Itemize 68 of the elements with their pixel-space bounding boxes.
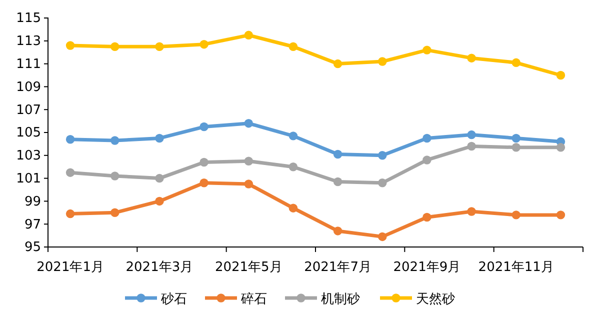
point [467,54,476,62]
point [200,122,208,132]
x-tick-label: 2021年5月 [214,260,282,275]
point [556,143,566,152]
point [66,168,75,177]
y-tick-label: 111 [16,56,41,72]
y-tick-label: 105 [16,126,41,141]
point [378,151,387,160]
point [512,134,520,143]
point [467,130,476,140]
point [155,134,164,143]
point [378,178,387,188]
x-tick-label: 2021年11月 [478,260,554,275]
point [288,162,298,172]
y-tick-label: 97 [24,217,41,232]
point [512,58,520,68]
point [110,172,120,180]
point [244,30,253,40]
point [155,42,164,51]
point [110,136,120,145]
point [467,142,476,151]
point [422,134,432,143]
x-tick-label: 2021年1月 [36,260,104,275]
point [333,177,342,186]
point [200,158,208,167]
point [66,41,75,50]
point [110,208,120,218]
y-tick-label: 99 [24,194,41,210]
legend-label: 碎石 [240,292,267,307]
point [333,150,342,159]
point [467,207,476,216]
point [244,156,253,166]
point [333,226,342,236]
point [556,210,566,220]
point [110,42,120,51]
point [512,143,520,152]
point [200,178,208,188]
legend-label: 天然砂 [416,292,455,307]
x-tick-label: 2021年7月 [304,260,372,275]
y-tick-label: 107 [16,102,41,118]
y-tick-label: 103 [16,148,41,164]
y-tick-label: 113 [16,34,41,50]
point [333,59,342,68]
x-tick-label: 2021年9月 [393,260,461,275]
point [422,156,432,164]
point [422,46,432,54]
point [155,196,164,206]
y-tick-label: 95 [24,240,41,256]
x-tick-label: 2021年3月 [126,260,194,275]
y-tick-label: 109 [16,80,41,95]
point [512,210,520,220]
point [422,212,432,222]
point [200,40,208,49]
legend-label: 砂石 [160,292,187,307]
point [155,174,164,183]
y-tick-label: 101 [16,171,41,186]
point [288,42,298,51]
point [66,209,75,218]
point [244,118,253,128]
point [378,57,387,66]
point [66,135,75,144]
legend-label: 机制砂 [321,292,360,307]
point [244,180,253,188]
point [288,204,298,212]
y-tick-label: 115 [16,11,41,26]
point [378,232,387,242]
point [556,70,566,80]
point [288,132,298,140]
